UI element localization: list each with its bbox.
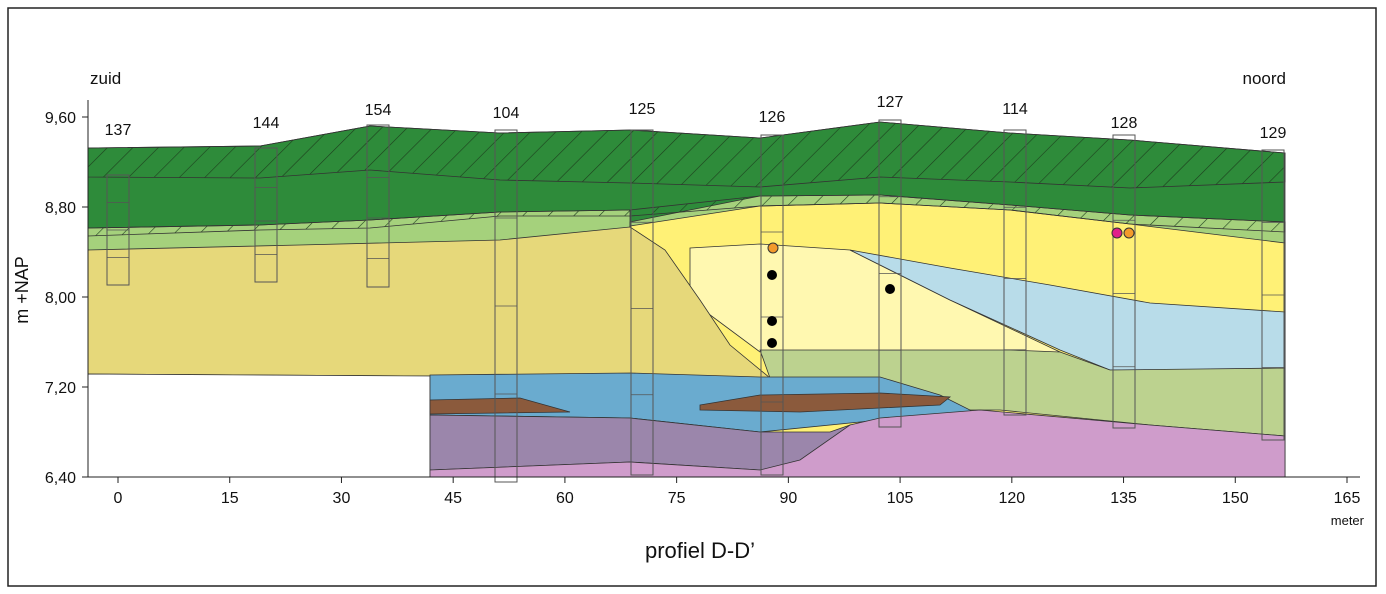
south-label: zuid [90, 69, 121, 88]
y-tick-label: 8,80 [45, 200, 76, 217]
borehole-label: 104 [493, 105, 520, 122]
x-tick-label: 105 [887, 490, 914, 507]
borehole-label: 144 [253, 115, 280, 132]
x-tick-label: 150 [1222, 490, 1249, 507]
x-tick-label: 30 [333, 490, 351, 507]
y-tick-label: 6,40 [45, 470, 76, 487]
page: {"title": "profiel D-D’", "direction_lab… [0, 0, 1386, 594]
borehole-label: 129 [1260, 125, 1287, 142]
sample-dot [1112, 228, 1122, 238]
y-tick-label: 9,60 [45, 110, 76, 127]
borehole-label: 127 [877, 94, 904, 111]
sample-dot [767, 338, 777, 348]
sample-dot [885, 284, 895, 294]
borehole-label: 137 [105, 122, 132, 139]
borehole-label: 128 [1111, 115, 1138, 132]
x-tick-label: 165 [1334, 490, 1361, 507]
layers [88, 122, 1285, 477]
x-unit: meter [1331, 513, 1365, 528]
x-tick-label: 75 [668, 490, 686, 507]
y-axis-label: m +NAP [12, 256, 32, 324]
x-tick-label: 45 [444, 490, 462, 507]
x-tick-label: 60 [556, 490, 574, 507]
x-tick-label: 15 [221, 490, 239, 507]
y-tick-label: 7,20 [45, 380, 76, 397]
title: profiel D-D’ [645, 538, 755, 563]
cross-section: zuid noord m +NAP meter profiel D-D’ 9,6… [0, 0, 1386, 594]
x-tick-label: 90 [779, 490, 797, 507]
north-label: noord [1243, 69, 1286, 88]
borehole-label: 125 [629, 101, 656, 118]
sample-dot [767, 270, 777, 280]
x-tick-label: 135 [1110, 490, 1137, 507]
y-tick-label: 8,00 [45, 290, 76, 307]
borehole-label: 126 [759, 109, 786, 126]
sample-dot [1124, 228, 1134, 238]
x-tick-label: 120 [998, 490, 1025, 507]
x-tick-label: 0 [114, 490, 123, 507]
borehole-label: 114 [1002, 101, 1028, 118]
sample-dot [768, 243, 778, 253]
sample-dot [767, 316, 777, 326]
borehole-label: 154 [365, 102, 392, 119]
